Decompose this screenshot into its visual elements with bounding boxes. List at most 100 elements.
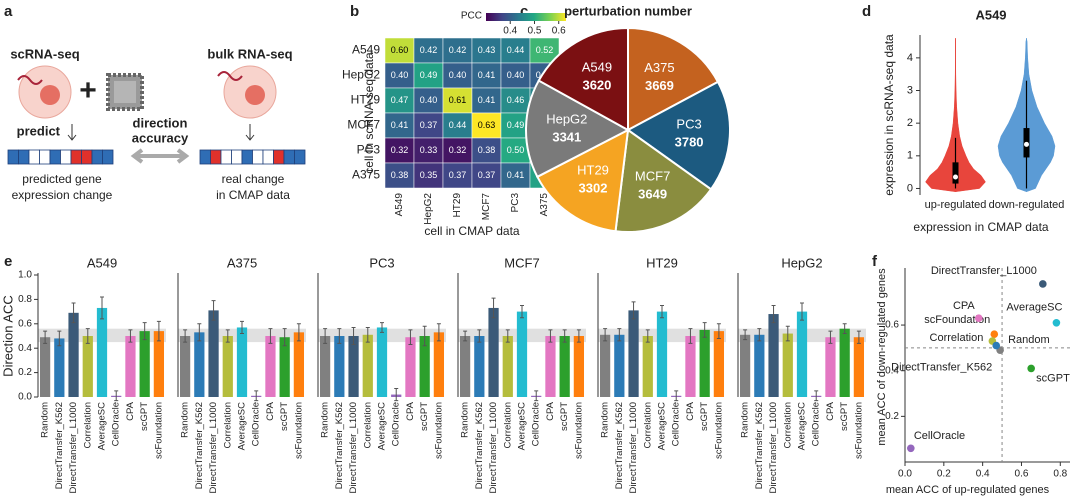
cell-value: 0.40 [507,70,525,80]
heatmap-cell [471,112,502,139]
error-bar [828,330,833,344]
x-tick-label: DirectTransfer_K562 [334,402,345,489]
bar [179,336,191,397]
point-label: Correlation [930,332,984,344]
point-label: scGPT [1036,372,1070,384]
y-tick-label: 0.4 [18,343,32,354]
x-tick-label: AverageSC [377,402,388,451]
y-axis-label: cell in scRNA-seq data [362,52,376,174]
x-tick-label: Correlation [782,402,793,448]
error-bar [365,326,370,343]
x-tick-label: 0.8 [1053,469,1067,480]
colorbar-tick-label: 0.6 [552,26,566,37]
error-bar [463,330,468,342]
heatmap-cell [384,162,415,189]
error-bar [337,328,342,344]
x-tick-label: DirectTransfer_K562 [614,402,625,489]
panel-label: d [862,3,871,20]
x-tick-label: DirectTransfer_L1000 [348,402,359,494]
x-tick-label: CPA [265,401,276,420]
error-bar [842,323,847,335]
error-bar [268,328,273,344]
x-tick-label: Correlation [642,402,653,448]
error-bar [548,329,553,343]
point-label: DirectTransfer_K562 [891,362,992,374]
bar [516,311,528,397]
cell-value: 0.41 [507,170,525,180]
chart-title: A375 [227,255,257,270]
x-tick-label: 0.2 [937,469,951,480]
dna-icon [17,75,43,85]
cell-value: 0.49 [420,70,438,80]
bar [839,328,850,397]
x-tick-label: 0.0 [898,469,912,480]
violin-half [1026,38,1056,193]
heatmap-cell [442,87,473,114]
error-bar [380,322,384,333]
slice-label: MCF7 [635,168,670,183]
slice-value: 3620 [582,78,611,93]
error-bar [603,328,608,342]
error-bar [660,305,664,319]
error-bar [394,387,399,402]
bar [208,310,219,397]
pie-slice [537,26,629,132]
cell-value: 0.41 [391,120,409,130]
chart-title: MCF7 [504,255,539,270]
gene-box [70,149,82,165]
x-tick-label: Random [40,402,51,438]
error-bar [296,323,301,342]
bar [265,336,276,397]
cell-value: 0.38 [478,145,496,155]
slice-value: 3649 [638,186,667,201]
gene-vector [199,149,306,165]
bar [82,336,93,397]
error-bar [856,330,861,344]
cell-value: 0.50 [507,145,525,155]
point-label: CellOracle [914,430,965,442]
left-title: scRNA-seq [10,46,79,61]
bar [559,336,570,397]
y-tick-label: 2 [907,117,913,129]
row-label: MCF7 [347,118,380,132]
gene-box [294,149,306,165]
x-tick-label: DirectTransfer_K562 [754,402,765,489]
cell-value: 0.42 [449,45,467,55]
pie-slice [525,79,631,179]
chart-title: perturbation number [564,3,692,18]
x-axis-label: mean ACC of up-regulated genes [886,484,1050,496]
bar [628,310,639,397]
x-tick-label: Correlation [82,402,93,448]
bar [433,332,445,397]
error-bar [674,390,679,402]
x-axis-label: expression in CMAP data [913,220,1049,234]
point-label: DirectTransfer_L1000 [931,265,1037,277]
scatter-point [990,330,999,338]
y-axis-label: expression in scRNA-seq data [882,34,896,196]
gene-box [220,149,232,165]
bar [474,336,485,397]
gene-box [39,149,51,165]
pie-slice [627,26,720,132]
x-tick-label: CPA [685,401,696,420]
x-tick-label: CellOracle [111,402,122,446]
caption: in CMAP data [216,188,290,202]
chart-title: A549 [975,7,1006,22]
x-tick-label: CPA [545,401,556,420]
cell-value: 0.38 [391,170,409,180]
caption: predicted gene [22,172,102,186]
error-bar [771,305,776,324]
x-tick-label: DirectTransfer_K562 [474,402,485,489]
gene-box [273,149,285,165]
x-tick-label: CellOracle [391,402,402,446]
bar [796,311,808,397]
x-tick-label: scFoundation [573,402,584,459]
x-tick-label: DirectTransfer_K562 [54,402,65,489]
bar [39,337,51,397]
heatmap-cell [500,62,531,89]
x-tick-label: DirectTransfer_L1000 [208,402,219,494]
heatmap-cell [413,87,444,114]
pie-slice [626,80,731,191]
error-bar [505,329,510,343]
x-tick-label: scFoundation [853,402,864,459]
